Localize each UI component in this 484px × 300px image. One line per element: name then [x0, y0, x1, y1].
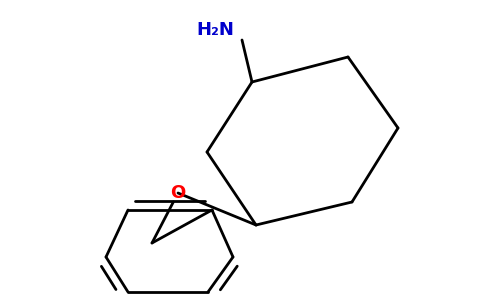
- Text: O: O: [170, 184, 186, 202]
- Text: H₂N: H₂N: [196, 21, 234, 39]
